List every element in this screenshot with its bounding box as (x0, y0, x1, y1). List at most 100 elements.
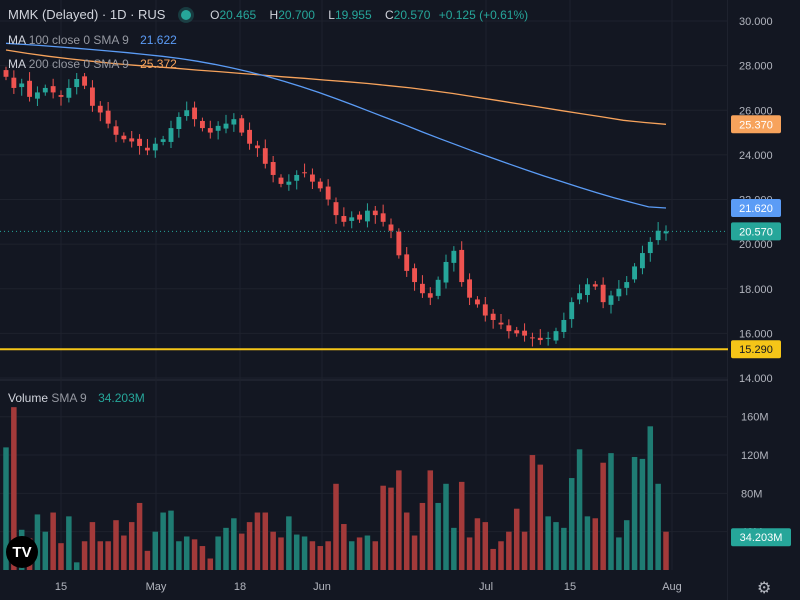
volume-bar (529, 455, 536, 570)
ma100-legend[interactable]: MA 100 close 0 SMA 9 21.622 (8, 33, 177, 47)
price-tick-label: 14.000 (739, 373, 773, 385)
volume-bar (458, 481, 465, 570)
volume-bar (435, 502, 441, 570)
volume-bar (333, 483, 339, 570)
volume-bars-group (3, 407, 669, 570)
volume-legend[interactable]: Volume SMA 9 34.203M (8, 391, 145, 405)
ohlc-open-key: O (210, 8, 220, 22)
candle-body (561, 319, 567, 333)
market-status-icon (180, 10, 191, 20)
price-tick-label: 30.000 (739, 16, 773, 28)
price-tick-label: 20.000 (739, 239, 773, 251)
candle-body (404, 254, 410, 271)
ohlc-close: C20.570 (375, 8, 434, 22)
volume-bar (89, 522, 96, 570)
candle-body (309, 174, 315, 182)
candle-body (364, 210, 370, 222)
candle-body (419, 283, 425, 294)
volume-bar (301, 536, 308, 570)
volume-bar (600, 462, 606, 570)
time-tick-label: Aug (662, 581, 682, 593)
volume-bar (403, 512, 410, 570)
candle-body (176, 116, 182, 129)
volume-bar (364, 535, 371, 570)
candle-body (254, 145, 260, 149)
volume-bar (309, 541, 316, 570)
volume-bar (623, 520, 630, 570)
price-axis-group: 30.00028.00026.00024.00022.00020.00018.0… (728, 0, 800, 600)
candle-body (459, 249, 465, 283)
candle-body (11, 77, 17, 88)
symbol-title[interactable]: MMK (Delayed) · 1D · RUS (8, 7, 166, 22)
candle-body (82, 76, 88, 86)
candle-body (569, 302, 575, 320)
candle-body (184, 110, 190, 117)
candle-body (474, 299, 480, 305)
volume-bar (81, 541, 88, 570)
volume-bar (451, 527, 457, 570)
candle-body (529, 337, 535, 339)
volume-bar (388, 487, 394, 570)
candle-body (278, 177, 284, 184)
volume-bar (152, 531, 159, 570)
price-label: 20.570 (739, 226, 773, 238)
ohlc-high: H20.700 (260, 8, 319, 22)
tradingview-logo-icon[interactable]: TV (6, 536, 38, 568)
volume-label: Volume (8, 391, 49, 405)
volume-bar (608, 453, 614, 570)
volume-bar (270, 531, 276, 570)
candle-body (435, 279, 441, 296)
volume-bar (254, 512, 261, 570)
time-tick-label: May (146, 581, 167, 593)
candle-body (451, 250, 457, 263)
volume-bar (168, 510, 174, 570)
gear-icon[interactable]: ⚙ (757, 580, 772, 597)
horizontal-line-group (0, 230, 728, 351)
candle-body (105, 110, 111, 124)
volume-bar (207, 558, 214, 570)
volume-bar (419, 502, 426, 570)
volume-bar (537, 464, 544, 570)
candle-body (129, 138, 135, 142)
candle-body (632, 266, 638, 280)
candle-body (639, 253, 645, 269)
grid (0, 0, 729, 600)
volume-axis-label: 34.203M (740, 532, 783, 544)
candle-body (192, 107, 198, 120)
candle-body (270, 162, 276, 175)
volume-bar (50, 512, 56, 570)
volume-bar (183, 536, 190, 570)
time-tick-label: Jul (479, 581, 493, 593)
candle-body (97, 105, 103, 113)
candle-body (50, 86, 56, 93)
volume-value: 34.203M (98, 391, 145, 405)
price-label: 21.620 (739, 203, 773, 215)
volume-bar (176, 541, 182, 570)
candle-body (325, 186, 331, 200)
ohlc-high-key: H (269, 8, 279, 22)
ma200-legend[interactable]: MA 200 close 0 SMA 9 25.372 (8, 57, 177, 71)
volume-bar (105, 541, 111, 570)
volume-bar (545, 516, 551, 570)
volume-bar (380, 485, 386, 570)
volume-bar (521, 531, 528, 570)
volume-bar (647, 426, 654, 570)
candle-body (262, 148, 268, 164)
candle-body (113, 126, 119, 135)
candle-body (66, 87, 72, 98)
candle-body (522, 330, 528, 336)
candle-body (592, 284, 598, 287)
ohlc-change: +0.125 (+0.61%) (438, 8, 529, 22)
volume-bar (396, 470, 402, 570)
ma100-line-group (5, 42, 667, 209)
price-tick-label: 28.000 (739, 61, 773, 73)
volume-bar (97, 541, 104, 570)
volume-bar (136, 502, 143, 570)
candle-body (144, 147, 150, 151)
volume-bar (317, 546, 324, 570)
header-legend: MMK (Delayed) · 1D · RUS O20.465 H20.700… (8, 7, 528, 22)
volume-bar (348, 541, 355, 570)
volume-bar (372, 541, 379, 570)
